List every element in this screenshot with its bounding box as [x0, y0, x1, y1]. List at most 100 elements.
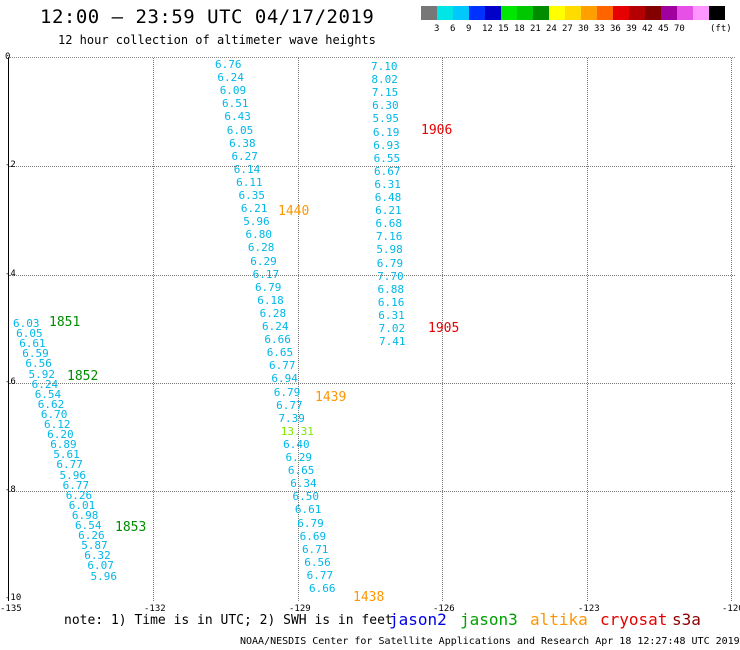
wave-height-value: 6.20	[47, 428, 74, 442]
wave-height-value: 5.92	[28, 367, 56, 381]
wave-height-value: 6.76	[215, 58, 242, 71]
pass-time-label: 1439	[315, 390, 347, 405]
wave-height-value: 6.54	[75, 519, 102, 532]
color-scale-label: 15	[498, 24, 509, 34]
pass-time-label: 1440	[278, 204, 310, 219]
wave-height-value: 6.26	[65, 488, 93, 502]
grid-line-vertical	[442, 58, 443, 601]
legend-s3a: s3a	[672, 610, 701, 629]
wave-height-value: 6.30	[372, 99, 399, 113]
color-scale-label: 36	[610, 24, 621, 34]
color-scale-label: 12	[482, 24, 493, 34]
color-swatch	[565, 6, 581, 20]
wave-height-value: 6.48	[374, 191, 402, 204]
credit-line: NOAA/NESDIS Center for Satellite Applica…	[240, 636, 740, 647]
wave-height-value: 6.70	[40, 407, 68, 421]
wave-height-value: 6.31	[378, 308, 405, 322]
color-scale-label: 70	[674, 24, 685, 34]
wave-height-value: 6.89	[50, 438, 77, 452]
wave-height-value: 6.59	[22, 347, 49, 361]
grid-line-horizontal	[9, 166, 735, 167]
x-tick-label: -129	[289, 604, 311, 614]
color-swatch	[549, 6, 565, 20]
wave-height-value: 6.93	[373, 138, 400, 152]
y-tick-label: -4	[5, 269, 16, 279]
pass-time-label: 1852	[67, 369, 99, 384]
wave-height-value: 6.14	[233, 162, 261, 176]
wave-height-value: 6.65	[287, 464, 315, 478]
wave-height-value: 6.27	[231, 149, 258, 163]
color-swatch	[469, 6, 485, 20]
wave-height-value: 6.29	[250, 254, 277, 268]
color-scale-label: 30	[578, 24, 589, 34]
y-tick-label: -8	[5, 485, 16, 495]
wave-height-value: 6.07	[87, 559, 114, 573]
y-tick-label: -10	[5, 593, 22, 603]
color-scale-label: 45	[658, 24, 669, 34]
wave-height-value: 6.98	[71, 508, 99, 522]
wave-height-value: 7.41	[378, 335, 406, 349]
wave-height-value: 6.09	[219, 84, 247, 98]
wave-height-value: 6.79	[254, 280, 282, 294]
wave-height-value: 5.87	[81, 539, 108, 553]
wave-height-map: 0 -2 -4 -6 -8 -10 6.76 6.24 6.09 6.51 6.43 6.05 6.38…	[5, 52, 735, 605]
wave-height-value: 6.21	[240, 202, 268, 216]
wave-height-value: 7.10	[371, 60, 398, 73]
wave-height-value: 5.61	[53, 448, 80, 462]
color-swatch	[501, 6, 517, 20]
wave-height-value: 7.70	[377, 269, 404, 283]
color-scale-label: 42	[642, 24, 653, 34]
wave-height-value: 6.51	[222, 97, 249, 111]
wave-height-value: 6.67	[374, 164, 401, 178]
wave-height-value: 6.68	[375, 217, 403, 231]
wave-height-value: 5.98	[376, 243, 403, 257]
color-scale-label: 9	[466, 24, 472, 34]
pass-time-label: 1851	[49, 315, 81, 330]
legend-jason2: jason2	[389, 610, 447, 629]
wave-height-value: 7.15	[371, 86, 399, 100]
color-swatch	[453, 6, 469, 20]
wave-height-value: 6.24	[31, 377, 59, 391]
color-swatch	[661, 6, 677, 20]
wave-height-value: 6.21	[375, 204, 402, 218]
color-scale-label: 6	[450, 24, 456, 34]
wave-height-value: 6.54	[34, 387, 62, 401]
color-swatch	[709, 6, 725, 20]
wave-height-value: 7.02	[378, 322, 406, 335]
wave-height-value: 6.26	[78, 529, 105, 543]
wave-height-value: 7.16	[375, 230, 403, 244]
x-tick-label: -126	[433, 604, 455, 614]
wave-height-value: 6.32	[84, 549, 111, 563]
grid-line-vertical	[298, 58, 299, 601]
color-swatch	[437, 6, 453, 20]
wave-height-value: 6.29	[285, 451, 313, 464]
color-scale-label: 33	[594, 24, 605, 34]
wave-height-value: 6.77	[56, 458, 83, 472]
legend-cryosat: cryosat	[600, 610, 668, 629]
wave-height-value: 6.03	[13, 317, 40, 330]
wave-height-value: 6.66	[264, 333, 291, 347]
wave-height-value: 6.01	[68, 498, 96, 512]
y-tick-label: -6	[5, 377, 16, 387]
wave-height-value: 6.88	[377, 282, 404, 296]
wave-height-value: 6.77	[62, 478, 90, 492]
wave-height-value: 6.31	[374, 177, 401, 191]
wave-height-value: 6.56	[304, 555, 331, 569]
y-tick-label: 0	[5, 52, 11, 62]
wave-height-value: 6.16	[377, 295, 405, 309]
wave-height-value: 6.19	[372, 125, 400, 139]
wave-height-value: 6.38	[229, 136, 256, 150]
map-title: 12:00 — 23:59 UTC 04/17/2019	[40, 6, 375, 28]
color-swatch	[645, 6, 661, 20]
grid-line-horizontal	[9, 383, 735, 384]
color-scale-label: 3	[434, 24, 440, 34]
grid-line-vertical	[731, 58, 732, 601]
x-tick-label: -123	[578, 604, 600, 614]
wave-height-value: 6.55	[373, 151, 401, 165]
pass-time-label: 1906	[421, 123, 453, 138]
legend-jason3: jason3	[460, 610, 518, 629]
wave-height-value: 6.62	[37, 397, 65, 411]
wave-height-value: 6.28	[259, 306, 287, 320]
wave-height-value: 6.28	[247, 241, 275, 255]
map-subtitle: 12 hour collection of altimeter wave hei…	[58, 33, 376, 47]
